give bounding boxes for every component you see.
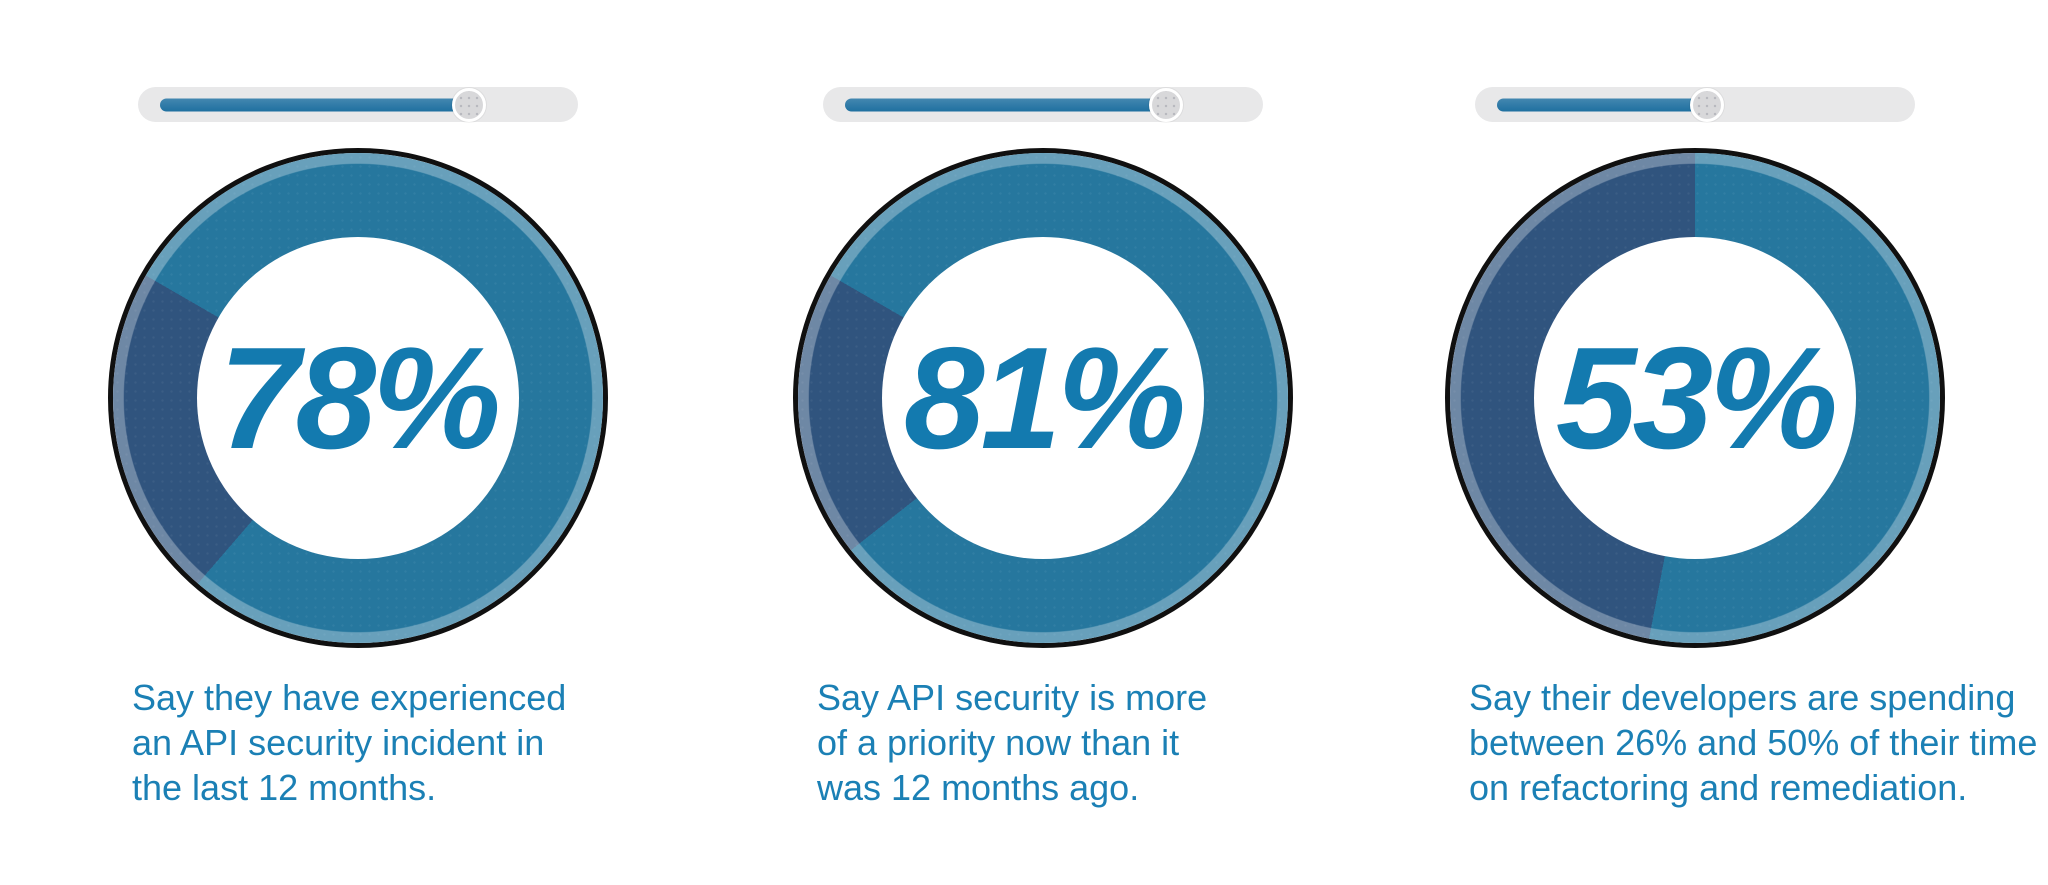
slider-thumb[interactable] — [1689, 87, 1724, 122]
donut-chart: 53% — [1445, 148, 1945, 648]
donut-chart: 81% — [793, 148, 1293, 648]
caption-line: was 12 months ago. — [817, 767, 1140, 808]
caption-line: of a priority now than it — [817, 722, 1180, 763]
percent-value: 53% — [1555, 316, 1838, 479]
donut-hole — [882, 237, 1204, 559]
stat-column-refactoring: 53% Say their developers are spending be… — [1445, 87, 2038, 810]
donut-hole — [197, 237, 519, 559]
caption-line: Say their developers are spending — [1469, 677, 2016, 718]
caption: Say they have experienced an API securit… — [132, 675, 608, 810]
caption: Say API security is more of a priority n… — [817, 675, 1293, 810]
slider-fill — [845, 98, 1174, 111]
stat-column-priority: 81% Say API security is more of a priori… — [793, 87, 1293, 810]
slider-fill — [160, 98, 477, 111]
percent-slider[interactable] — [138, 87, 578, 122]
percent-value: 81% — [903, 316, 1186, 479]
percent-value: 78% — [218, 316, 501, 479]
slider-thumb[interactable] — [451, 87, 486, 122]
donut-hole — [1534, 237, 1856, 559]
caption-line: an API security incident in — [132, 722, 545, 763]
stat-column-incident: 78% Say they have experienced an API sec… — [108, 87, 608, 810]
caption: Say their developers are spending betwee… — [1469, 675, 2038, 810]
percent-slider[interactable] — [1475, 87, 1915, 122]
percent-slider[interactable] — [823, 87, 1263, 122]
slider-thumb[interactable] — [1148, 87, 1183, 122]
caption-line: between 26% and 50% of their time — [1469, 722, 2038, 763]
caption-line: Say API security is more — [817, 677, 1208, 718]
donut-chart: 78% — [108, 148, 608, 648]
caption-line: on refactoring and remediation. — [1469, 767, 1968, 808]
slider-fill — [1497, 98, 1715, 111]
caption-line: the last 12 months. — [132, 767, 437, 808]
caption-line: Say they have experienced — [132, 677, 567, 718]
